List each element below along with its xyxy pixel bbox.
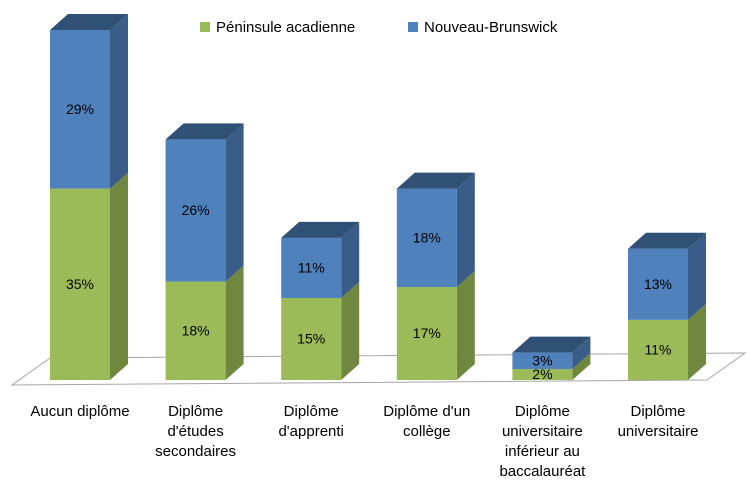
bar (50, 30, 110, 189)
bar (512, 352, 573, 370)
bar-side (572, 336, 591, 370)
bar-side (225, 123, 244, 282)
value-label: 11% (645, 342, 672, 358)
bar-side (456, 271, 475, 380)
bar-side (110, 14, 128, 189)
bar (281, 237, 342, 298)
bar-side (688, 232, 706, 320)
legend-swatch (408, 22, 418, 32)
bar-side (110, 172, 128, 380)
value-label: 18% (413, 230, 441, 246)
bar-top (281, 221, 360, 238)
legend-label: Péninsule acadienne (216, 19, 355, 36)
bar-top (396, 172, 475, 189)
bar-side (225, 265, 244, 380)
bar (628, 319, 688, 380)
bar (512, 369, 573, 380)
bar-top (628, 232, 706, 249)
value-label: 15% (297, 331, 325, 347)
bar-side (341, 281, 360, 380)
x-tick-label: Diplôme universitaire (617, 403, 699, 440)
bar-side (688, 303, 706, 380)
bar-side (572, 353, 591, 380)
x-tick-label: Diplôme d'un collège (383, 403, 471, 440)
bar (396, 287, 457, 380)
value-label: 17% (413, 325, 441, 341)
bar-side (341, 221, 360, 298)
bar-top (165, 123, 244, 140)
value-label: 11% (298, 260, 325, 276)
x-tick-label: Diplôme d'études secondaires (155, 403, 237, 460)
bar (396, 188, 457, 288)
bar-top (50, 14, 128, 30)
legend-swatch (200, 22, 210, 32)
x-tick-label: Aucun diplôme (30, 403, 130, 420)
bar-side (456, 172, 475, 288)
value-label: 13% (644, 276, 672, 292)
bar (165, 281, 226, 380)
value-label: 29% (66, 101, 94, 117)
value-label: 35% (66, 276, 94, 292)
x-tick-label: Diplôme d'apprenti (278, 403, 344, 440)
value-label: 3% (532, 353, 552, 369)
value-label: 26% (182, 202, 210, 218)
value-label: 18% (182, 322, 210, 338)
bar (50, 188, 110, 380)
bar (165, 139, 226, 282)
x-tick-label: Diplôme universitaire inférieur au bacca… (499, 403, 586, 480)
bar-top (512, 336, 591, 353)
bar (628, 248, 688, 320)
bar (281, 297, 342, 380)
value-label: 2% (532, 366, 552, 382)
legend-label: Nouveau-Brunswick (424, 19, 558, 36)
